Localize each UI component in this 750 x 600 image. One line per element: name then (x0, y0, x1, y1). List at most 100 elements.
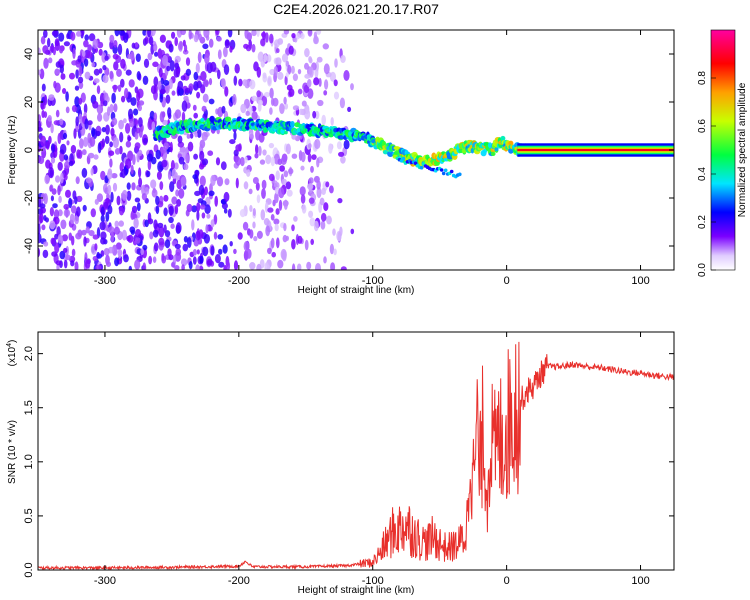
heatmap-noise-cell (159, 111, 165, 123)
heatmap-noise-cell (223, 208, 228, 214)
heatmap-noise-cell (338, 151, 345, 157)
heatmap-noise-cell (138, 177, 143, 188)
heatmap-noise-cell (199, 150, 205, 161)
heatmap-noise-cell (208, 190, 215, 197)
heatmap-noise-cell (104, 135, 110, 145)
heatmap-noise-cell (280, 156, 287, 165)
heatmap-noise-cell (268, 173, 275, 182)
heatmap-noise-cell (38, 247, 41, 258)
heatmap-signal-cell (290, 121, 295, 128)
heatmap-noise-cell (147, 218, 154, 225)
heatmap-noise-cell (91, 127, 96, 137)
heatmap-noise-cell (185, 57, 191, 66)
heatmap-noise-cell (102, 74, 109, 84)
heatmap-noise-cell (181, 100, 188, 112)
heatmap-noise-cell (210, 61, 217, 72)
heatmap-noise-cell (72, 190, 77, 200)
heatmap-noise-cell (154, 51, 159, 57)
heatmap-noise-cell (119, 131, 124, 143)
heatmap-noise-cell (313, 31, 317, 40)
heatmap-noise-cell (44, 174, 50, 185)
heatmap-noise-cell (42, 45, 49, 54)
heatmap-noise-cell (68, 197, 73, 209)
heatmap-noise-cell (283, 170, 289, 178)
heatmap-noise-cell (216, 36, 222, 42)
heatmap-noise-cell (78, 65, 83, 77)
heatmap-noise-cell (210, 245, 215, 256)
heatmap-noise-cell (180, 176, 187, 187)
heatmap-noise-cell (92, 255, 99, 262)
heatmap-noise-cell (279, 165, 285, 172)
heatmap-noise-cell (243, 181, 249, 190)
heatmap-noise-cell (284, 75, 288, 86)
heatmap-noise-cell (111, 117, 118, 126)
heatmap-noise-cell (170, 262, 176, 268)
spectrogram-x-tick-label: -300 (94, 275, 116, 287)
heatmap-noise-cell (185, 68, 192, 76)
heatmap-noise-cell (57, 132, 62, 145)
heatmap-noise-cell (125, 69, 132, 76)
heatmap-noise-cell (113, 61, 119, 71)
heatmap-noise-cell (70, 260, 75, 267)
heatmap-noise-cell (275, 57, 282, 66)
heatmap-noise-cell (87, 44, 93, 52)
heatmap-noise-cell (330, 117, 334, 126)
heatmap-noise-cell (240, 103, 247, 114)
heatmap-noise-cell (53, 216, 60, 225)
heatmap-noise-cell (277, 158, 283, 165)
heatmap-noise-cell (93, 78, 100, 84)
heatmap-noise-cell (131, 42, 136, 49)
heatmap-noise-cell (151, 121, 156, 131)
heatmap-signal-cell (439, 168, 444, 172)
heatmap-noise-cell (314, 110, 320, 120)
heatmap-noise-cell (151, 188, 158, 198)
heatmap-noise-cell (134, 259, 141, 270)
heatmap-noise-cell (300, 151, 306, 163)
heatmap-noise-cell (65, 91, 69, 102)
heatmap-noise-cell (95, 264, 102, 270)
heatmap-noise-cell (333, 91, 340, 100)
heatmap-noise-cell (81, 229, 87, 236)
snr-y-tick-label: 1.0 (23, 454, 35, 469)
heatmap-noise-cell (98, 48, 103, 56)
heatmap-noise-cell (42, 249, 49, 259)
heatmap-signal-cell (382, 149, 389, 155)
heatmap-noise-cell (155, 205, 160, 215)
heatmap-band (517, 148, 674, 152)
heatmap-noise-cell (337, 198, 343, 204)
heatmap-noise-cell (213, 214, 218, 225)
heatmap-noise-cell (339, 97, 345, 109)
heatmap-noise-cell (265, 32, 269, 43)
spectrogram-y-tick-label: -20 (23, 190, 35, 206)
heatmap-noise-cell (227, 30, 233, 38)
heatmap-noise-cell (248, 188, 253, 195)
heatmap-noise-cell (134, 119, 139, 125)
heatmap-noise-cell (204, 186, 208, 196)
snr-x-tick-label: -300 (94, 575, 116, 587)
heatmap-noise-cell (114, 220, 119, 228)
heatmap-noise-cell (146, 170, 151, 178)
heatmap-noise-cell (48, 94, 55, 101)
heatmap-noise-cell (243, 241, 250, 252)
heatmap-noise-cell (93, 154, 99, 160)
colorbar-ticks: 0.0 0.2 0.4 0.6 0.8 (697, 71, 716, 277)
snr-x-tick-label: -200 (228, 575, 250, 587)
heatmap-noise-cell (324, 79, 329, 90)
heatmap-noise-cell (306, 79, 311, 88)
heatmap-noise-cell (304, 108, 311, 120)
heatmap-noise-cell (147, 52, 153, 61)
heatmap-noise-cell (121, 95, 126, 103)
heatmap-signal-cell (387, 150, 394, 157)
heatmap-noise-cell (307, 153, 312, 163)
heatmap-noise-cell (149, 231, 154, 240)
heatmap-noise-cell (177, 80, 184, 90)
heatmap-noise-cell (284, 103, 289, 110)
heatmap-noise-cell (183, 236, 188, 243)
heatmap-noise-cell (323, 90, 328, 96)
heatmap-noise-cell (223, 191, 230, 202)
heatmap-noise-cell (83, 58, 89, 67)
heatmap-noise-cell (343, 70, 350, 81)
heatmap-noise-cell (159, 34, 166, 43)
heatmap-noise-cell (60, 143, 67, 155)
spectrogram-x-tick-label: 0 (504, 275, 510, 287)
